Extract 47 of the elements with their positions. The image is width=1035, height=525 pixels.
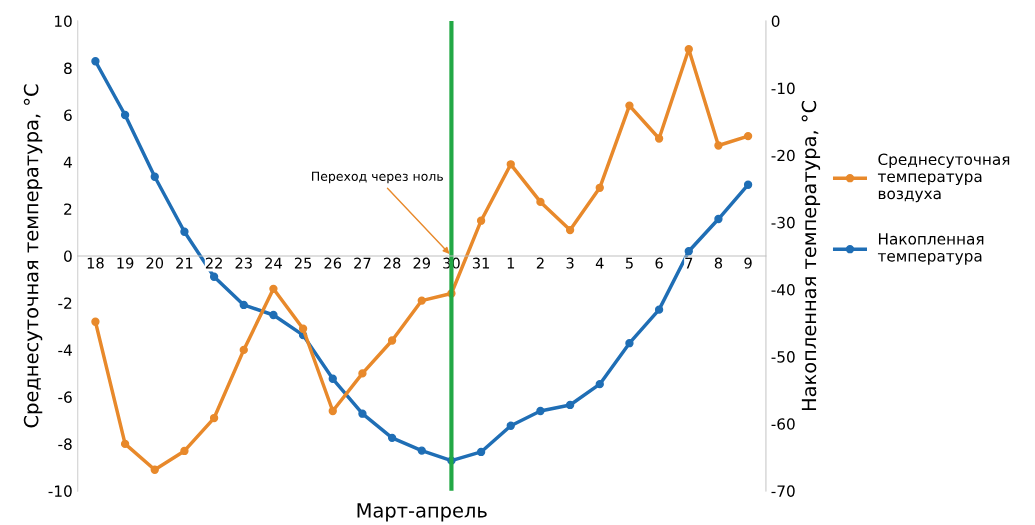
y2-tick-label: -50: [771, 351, 795, 363]
x-tick-label: 4: [595, 257, 604, 269]
x-tick-label: 23: [235, 257, 252, 269]
x-tick-label: 9: [744, 257, 752, 269]
legend-label: Среднесуточная температура воздуха: [877, 153, 1010, 203]
x-tick-label: 24: [265, 257, 282, 269]
x-axis-title: Март-апрель: [357, 503, 487, 522]
x-tick-label: 3: [566, 257, 574, 269]
x-tick-label: 21: [176, 257, 193, 269]
y2-axis-title: Накопленная температура, °C: [801, 100, 821, 411]
legend-label: Накопленная температура: [877, 233, 984, 265]
y2-tick-label: -40: [771, 283, 795, 296]
y-tick-label: 0: [64, 250, 72, 262]
y-tick-label: 10: [55, 15, 72, 28]
x-tick-label: 6: [655, 257, 663, 269]
x-tick-label: 8: [714, 257, 723, 269]
x-tick-label: 22: [205, 257, 222, 269]
x-tick-label: 1: [507, 257, 515, 269]
y2-tick-label: -10: [771, 82, 795, 95]
x-tick-label: 31: [472, 257, 490, 269]
y2-tick-label: -70: [771, 485, 795, 497]
x-tick-label: 5: [625, 257, 633, 269]
x-tick-label: 29: [413, 257, 431, 269]
y2-tick-label: -30: [771, 216, 795, 229]
x-tick-label: 7: [685, 257, 693, 269]
y-tick-label: 8: [64, 62, 72, 75]
annotation: Переход через ноль: [312, 171, 443, 184]
x-tick-label: 26: [324, 257, 342, 269]
y2-tick-label: 0: [771, 15, 780, 28]
x-tick-label: 25: [294, 257, 312, 269]
y-tick-label: -6: [58, 391, 72, 403]
x-tick-label: 18: [87, 257, 104, 269]
x-tick-label: 28: [383, 257, 401, 269]
y-axis-title: Среднесуточная температура, °C: [23, 84, 43, 428]
x-tick-label: 2: [536, 257, 544, 269]
y-tick-label: 4: [63, 156, 72, 168]
y2-tick-label: -20: [771, 149, 795, 162]
y-tick-label: -4: [58, 344, 72, 356]
y-tick-label: -8: [58, 438, 72, 450]
y-tick-label: 6: [64, 109, 72, 121]
x-tick-label: 19: [117, 257, 134, 269]
x-tick-label: 20: [146, 257, 164, 269]
y2-tick-label: -60: [771, 418, 795, 430]
y-tick-label: 2: [64, 203, 72, 215]
x-tick-label: 27: [354, 257, 371, 269]
y-tick-label: -2: [58, 297, 72, 309]
y-tick-label: -10: [48, 485, 72, 497]
